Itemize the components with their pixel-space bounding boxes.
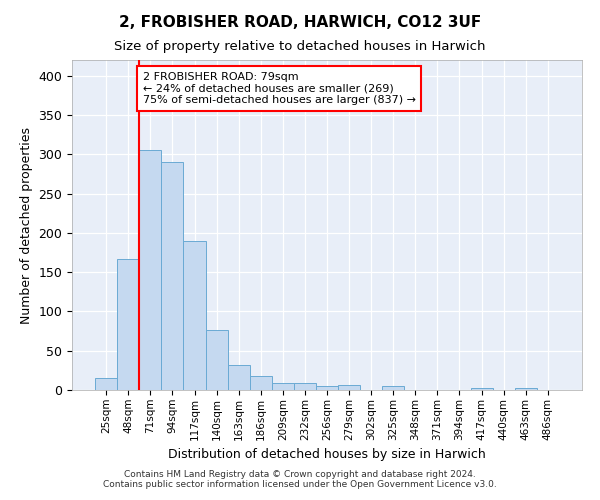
Text: Contains HM Land Registry data © Crown copyright and database right 2024.
Contai: Contains HM Land Registry data © Crown c… bbox=[103, 470, 497, 489]
Text: 2 FROBISHER ROAD: 79sqm
← 24% of detached houses are smaller (269)
75% of semi-d: 2 FROBISHER ROAD: 79sqm ← 24% of detache… bbox=[143, 72, 416, 105]
Bar bbox=[316, 386, 338, 390]
Y-axis label: Number of detached properties: Number of detached properties bbox=[20, 126, 33, 324]
Bar bbox=[338, 386, 360, 390]
Text: 2, FROBISHER ROAD, HARWICH, CO12 3UF: 2, FROBISHER ROAD, HARWICH, CO12 3UF bbox=[119, 15, 481, 30]
Text: Size of property relative to detached houses in Harwich: Size of property relative to detached ho… bbox=[114, 40, 486, 53]
Bar bbox=[515, 388, 537, 390]
Bar bbox=[294, 383, 316, 390]
Bar bbox=[382, 386, 404, 390]
X-axis label: Distribution of detached houses by size in Harwich: Distribution of detached houses by size … bbox=[168, 448, 486, 461]
Bar bbox=[227, 365, 250, 390]
Bar bbox=[139, 150, 161, 390]
Bar bbox=[272, 383, 294, 390]
Bar bbox=[250, 376, 272, 390]
Bar bbox=[206, 330, 227, 390]
Bar bbox=[161, 162, 184, 390]
Bar bbox=[117, 259, 139, 390]
Bar bbox=[184, 240, 206, 390]
Bar bbox=[95, 378, 117, 390]
Bar bbox=[470, 388, 493, 390]
